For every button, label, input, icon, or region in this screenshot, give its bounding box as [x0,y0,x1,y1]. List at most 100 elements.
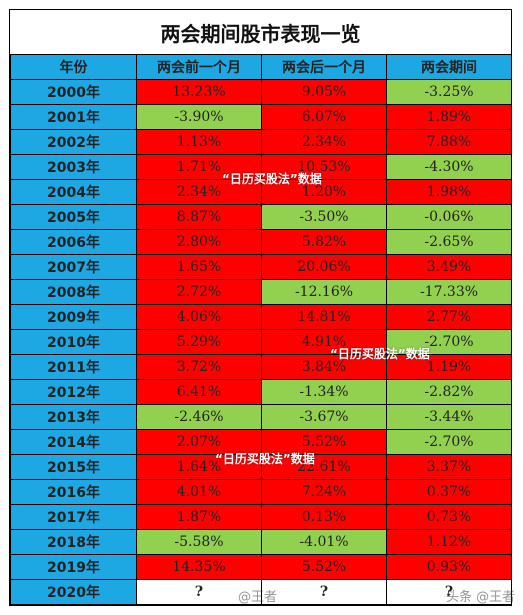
after-month-cell: 2.34% [261,129,387,155]
year-cell: 2011年 [10,354,137,380]
header-before: 两会前一个月 [136,54,262,80]
year-cell: 2008年 [10,279,137,305]
year-cell: 2015年 [10,454,137,480]
table-row: 2004年 2.34% 1.20% 1.98% [10,179,512,205]
before-month-cell: 14.35% [136,554,262,580]
table-row: 2018年 -5.58% -4.01% 1.12% [10,529,512,555]
year-cell: 2003年 [10,154,137,180]
data-table: 年份 两会前一个月 两会后一个月 两会期间 2000年 13.23% 9.05% -3… [10,54,512,605]
after-month-cell: -12.16% [261,279,387,305]
header-year: 年份 [10,54,137,80]
before-month-cell: -3.90% [136,104,262,130]
table-row: 2013年 -2.46% -3.67% -3.44% [10,404,512,430]
table-row: 2010年 5.29% 4.91% -2.70% [10,329,512,355]
after-month-cell: -3.67% [261,404,387,430]
during-session-cell: 0.37% [386,479,512,505]
table-row: 2020年??? [10,579,512,605]
before-month-cell: ? [136,579,262,605]
during-session-cell: -3.44% [386,404,512,430]
before-month-cell: 2.72% [136,279,262,305]
before-month-cell: 4.01% [136,479,262,505]
weibo-watermark: @王者 [238,590,278,605]
during-session-cell: -0.06% [386,204,512,230]
before-month-cell: -2.46% [136,404,262,430]
during-session-cell: 1.12% [386,529,512,555]
table-row: 2008年 2.72% -12.16% -17.33% [10,279,512,305]
after-month-cell: 4.91% [261,329,387,355]
after-month-cell: 6.07% [261,104,387,130]
year-cell: 2001年 [10,104,137,130]
during-session-cell: -4.30% [386,154,512,180]
before-month-cell: 8.87% [136,204,262,230]
during-session-cell: -2.70% [386,429,512,455]
header-after: 两会后一个月 [261,54,387,80]
year-cell: 2013年 [10,404,137,430]
table-row: 2017年 1.87% 0.13% 0.73% [10,504,512,530]
after-month-cell: 1.20% [261,179,387,205]
year-cell: 2017年 [10,504,137,530]
after-month-cell: -3.50% [261,204,387,230]
table-row: 2005年 8.87% -3.50% -0.06% [10,204,512,230]
after-month-cell: 22.61% [261,454,387,480]
after-month-cell: 5.52% [261,429,387,455]
table-row: 2019年 14.35% 5.52% 0.93% [10,554,512,580]
before-month-cell: 2.34% [136,179,262,205]
during-session-cell: 3.49% [386,254,512,280]
year-cell: 2000年 [10,79,137,105]
year-cell: 2004年 [10,179,137,205]
year-cell: 2005年 [10,204,137,230]
table-row: 2014年 2.07% 5.52% -2.70% [10,429,512,455]
before-month-cell: 6.41% [136,379,262,405]
calendar-method-label: “日历买股法”数据 [330,347,430,361]
calendar-method-label: “日历买股法”数据 [215,452,315,466]
after-month-cell: 3.84% [261,354,387,380]
table-row: 2016年 4.01% 7.24% 0.37% [10,479,512,505]
year-cell: 2009年 [10,304,137,330]
before-month-cell: 2.80% [136,229,262,255]
during-session-cell: 0.73% [386,504,512,530]
after-month-cell: 5.82% [261,229,387,255]
before-month-cell: -5.58% [136,529,262,555]
during-session-cell: 0.93% [386,554,512,580]
after-month-cell: 9.05% [261,79,387,105]
table-row: 2002年 1.13% 2.34% 7.88% [10,129,512,155]
before-month-cell: 1.65% [136,254,262,280]
after-month-cell: 7.24% [261,479,387,505]
before-month-cell: 13.23% [136,79,262,105]
table-row: 2012年 6.41% -1.34% -2.82% [10,379,512,405]
before-month-cell: 1.13% [136,129,262,155]
after-month-cell: 14.81% [261,304,387,330]
during-session-cell: 1.89% [386,104,512,130]
before-month-cell: 5.29% [136,329,262,355]
table-row: 2011年 3.72% 3.84% 1.19% [10,354,512,380]
year-cell: 2018年 [10,529,137,555]
year-cell: 2002年 [10,129,137,155]
table-row: 2001年 -3.90% 6.07% 1.89% [10,104,512,130]
table-row: 2006年 2.80% 5.82% -2.65% [10,229,512,255]
table-title: 两会期间股市表现一览 [10,10,511,55]
year-cell: 2006年 [10,229,137,255]
during-session-cell: -17.33% [386,279,512,305]
calendar-method-label: “日历买股法”数据 [222,172,322,186]
during-session-cell: -3.25% [386,79,512,105]
during-session-cell: 2.77% [386,304,512,330]
year-cell: 2020年 [10,579,137,605]
year-cell: 2010年 [10,329,137,355]
before-month-cell: 2.07% [136,429,262,455]
during-session-cell: -2.82% [386,379,512,405]
before-month-cell: 1.87% [136,504,262,530]
header-row: 年份 两会前一个月 两会后一个月 两会期间 [10,54,512,80]
header-during: 两会期间 [386,54,512,80]
before-month-cell: 3.72% [136,354,262,380]
year-cell: 2016年 [10,479,137,505]
after-month-cell: -1.34% [261,379,387,405]
during-session-cell: -2.70% [386,329,512,355]
table-row: 2003年 1.71% 10.53% -4.30% [10,154,512,180]
after-month-cell: ? [261,579,387,605]
year-cell: 2014年 [10,429,137,455]
table-row: 2007年 1.65% 20.06% 3.49% [10,254,512,280]
during-session-cell: ? [386,579,512,605]
during-session-cell: 1.98% [386,179,512,205]
year-cell: 2012年 [10,379,137,405]
year-cell: 2019年 [10,554,137,580]
